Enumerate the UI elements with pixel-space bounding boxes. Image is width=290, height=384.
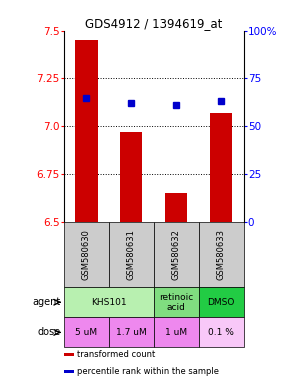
Text: agent: agent: [33, 297, 61, 307]
Text: retinoic
acid: retinoic acid: [159, 293, 193, 312]
Bar: [120, 132, 142, 222]
Text: GSM580631: GSM580631: [127, 229, 136, 280]
Text: 1.7 uM: 1.7 uM: [116, 328, 147, 337]
Text: KHS101: KHS101: [91, 298, 126, 307]
Bar: [64, 370, 73, 373]
Bar: [154, 222, 199, 287]
Bar: [199, 222, 244, 287]
Bar: [64, 222, 109, 287]
Bar: [165, 193, 187, 222]
Bar: [199, 317, 244, 348]
Text: transformed count: transformed count: [77, 350, 155, 359]
Bar: [210, 113, 232, 222]
Text: DMSO: DMSO: [207, 298, 235, 307]
Text: 5 uM: 5 uM: [75, 328, 97, 337]
Bar: [64, 353, 73, 356]
Text: GSM580630: GSM580630: [82, 229, 91, 280]
Bar: [64, 287, 154, 317]
Text: GSM580632: GSM580632: [172, 229, 181, 280]
Bar: [109, 317, 154, 348]
Bar: [154, 317, 199, 348]
Text: GSM580633: GSM580633: [217, 229, 226, 280]
Bar: [109, 222, 154, 287]
Bar: [199, 287, 244, 317]
Bar: [154, 287, 199, 317]
Text: 0.1 %: 0.1 %: [208, 328, 234, 337]
Text: dose: dose: [38, 328, 61, 338]
Title: GDS4912 / 1394619_at: GDS4912 / 1394619_at: [85, 17, 222, 30]
Text: percentile rank within the sample: percentile rank within the sample: [77, 367, 219, 376]
Bar: [64, 317, 109, 348]
Text: 1 uM: 1 uM: [165, 328, 187, 337]
Bar: [75, 40, 97, 222]
